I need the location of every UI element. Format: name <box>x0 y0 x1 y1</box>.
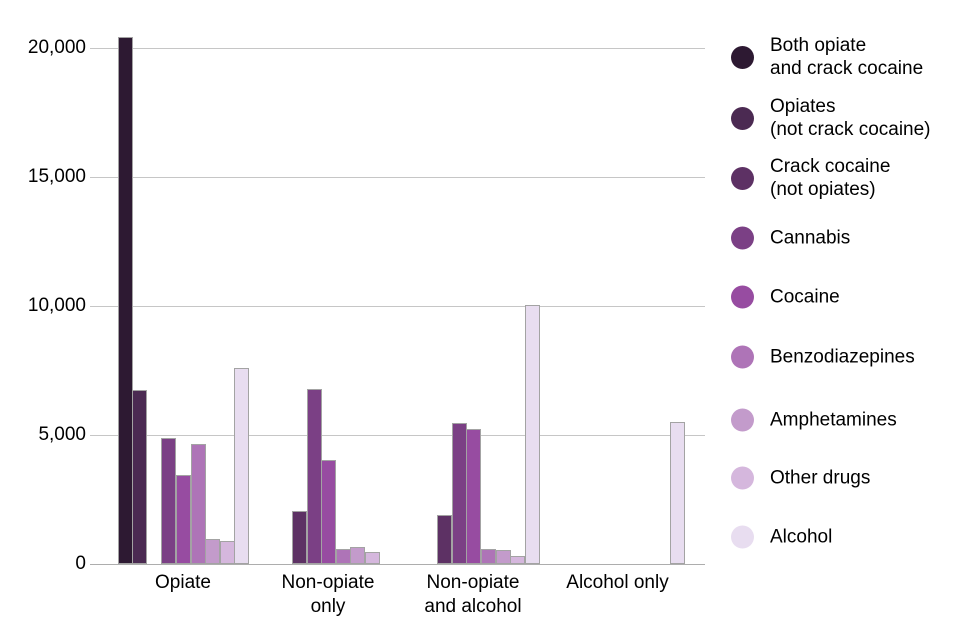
legend-label: Crack cocaine (not opiates) <box>770 156 891 200</box>
category-label: Non-opiate and alcohol <box>424 572 522 617</box>
legend-item: Other drugs <box>731 466 871 490</box>
legend-label: Opiates (not crack cocaine) <box>770 96 931 140</box>
legend-item: Benzodiazepines <box>731 345 915 369</box>
legend-item: Cocaine <box>731 285 840 309</box>
legend-swatch-icon <box>731 166 754 190</box>
bar-amphetamines <box>205 538 221 565</box>
y-tick-label: 0 <box>75 553 86 575</box>
legend-label: Benzodiazepines <box>770 346 915 368</box>
bar-crack-cocaine <box>292 511 307 565</box>
bar-amphetamines <box>350 547 366 565</box>
bar-alcohol <box>524 305 540 565</box>
legend-swatch-icon <box>731 226 754 250</box>
bar-alcohol <box>669 422 685 565</box>
bar-cannabis <box>161 437 177 565</box>
y-tick-label: 15,000 <box>27 166 86 188</box>
legend-item: Opiates (not crack cocaine) <box>731 95 931 141</box>
y-tick-label: 5,000 <box>38 424 86 446</box>
legend-item: Crack cocaine (not opiates) <box>731 155 890 201</box>
y-tick-label: 10,000 <box>27 295 86 317</box>
category-label: Alcohol only <box>566 572 669 593</box>
legend-item: Cannabis <box>731 226 851 250</box>
legend-swatch-icon <box>731 106 754 130</box>
bar-cocaine <box>321 459 337 565</box>
x-axis-line <box>90 563 705 566</box>
legend-label: Amphetamines <box>770 409 897 431</box>
bar-cocaine <box>176 474 191 565</box>
bar-opiates <box>132 389 148 565</box>
legend-label: Cocaine <box>770 286 840 308</box>
gridline <box>90 305 705 308</box>
legend-label: Other drugs <box>770 467 871 489</box>
legend-label: Cannabis <box>770 227 851 249</box>
bar-amphetamines <box>495 550 511 565</box>
gridline <box>90 176 705 179</box>
legend-swatch-icon <box>731 345 754 369</box>
bar-cannabis <box>451 423 467 565</box>
bar-cocaine <box>466 429 482 565</box>
bar-benzodiazepines <box>190 443 206 565</box>
legend-item: Amphetamines <box>731 408 897 432</box>
legend-swatch-icon <box>731 525 754 549</box>
bar-benzodiazepines <box>335 549 351 565</box>
legend-item: Alcohol <box>731 525 833 549</box>
legend-swatch-icon <box>731 285 754 309</box>
bar-cannabis <box>306 388 322 565</box>
legend-swatch-icon <box>731 45 754 69</box>
legend-label: Alcohol <box>770 526 833 548</box>
gridline <box>90 434 705 437</box>
category-label: Non-opiate only <box>281 572 375 617</box>
y-tick-label: 20,000 <box>27 37 86 59</box>
legend-item: Both opiate and crack cocaine <box>731 34 923 80</box>
bar-both-opiate <box>117 36 133 565</box>
bar-other-drugs <box>364 551 380 565</box>
gridline <box>90 47 705 50</box>
bar-benzodiazepines <box>480 548 496 565</box>
bar-crack-cocaine <box>437 514 453 565</box>
legend-swatch-icon <box>731 408 754 432</box>
bar-alcohol <box>234 367 250 565</box>
legend-swatch-icon <box>731 466 754 490</box>
category-label: Opiate <box>155 572 211 593</box>
legend-label: Both opiate and crack cocaine <box>770 35 924 79</box>
bar-other-drugs <box>219 541 235 565</box>
